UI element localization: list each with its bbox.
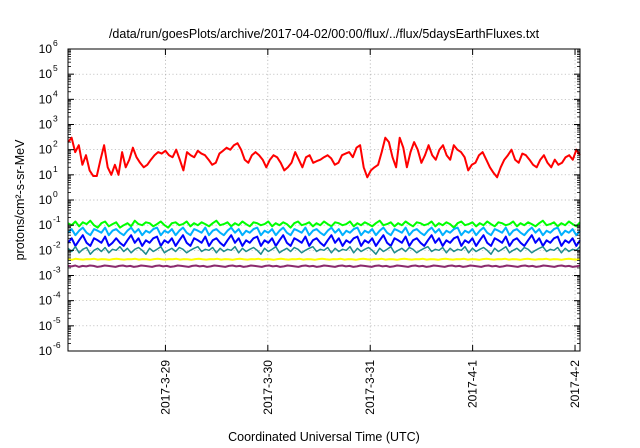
y-tick-exponent: -3 [53, 265, 61, 275]
x-tick-label: 2017-4-1 [466, 360, 480, 408]
x-tick-label: 2017-4-2 [568, 360, 582, 408]
y-tick-exponent: 1 [53, 164, 58, 174]
y-tick-label: 10 [39, 67, 53, 81]
y-tick-exponent: 0 [53, 189, 58, 199]
y-tick-label: 10 [39, 92, 53, 106]
y-tick-label: 10 [39, 118, 53, 132]
y-tick-label: 10 [39, 218, 53, 232]
series-line-6 [67, 257, 581, 261]
series-line-1 [67, 136, 581, 179]
x-tick-label: 2017-3-31 [363, 360, 377, 415]
series-line-3 [67, 226, 581, 237]
y-tick-label: 10 [39, 344, 53, 358]
y-tick-exponent: 3 [53, 114, 58, 124]
y-tick-label: 10 [39, 294, 53, 308]
y-tick-label: 10 [39, 319, 53, 333]
y-tick-exponent: -5 [53, 315, 61, 325]
x-tick-label: 2017-3-30 [261, 360, 275, 415]
y-tick-exponent: 4 [53, 88, 58, 98]
y-tick-exponent: -2 [53, 239, 61, 249]
series-line-2 [67, 219, 581, 229]
axis-ticks: 10 -610 -510 -410 -310 -210 -110 010 110 210 310 41… [39, 38, 582, 415]
grid-lines [68, 49, 580, 351]
y-tick-label: 10 [39, 243, 53, 257]
chart-title: /data/run/goesPlots/archive/2017-04-02/0… [109, 27, 540, 41]
y-tick-exponent: -6 [53, 340, 61, 350]
series-line-5 [67, 245, 581, 255]
y-tick-label: 10 [39, 42, 53, 56]
y-tick-label: 10 [39, 193, 53, 207]
y-tick-label: 10 [39, 168, 53, 182]
series-line-4 [67, 234, 581, 247]
series-line-7 [67, 264, 581, 268]
x-axis-label: Coordinated Universal Time (UTC) [228, 430, 420, 444]
y-tick-exponent: 5 [53, 63, 58, 73]
y-tick-label: 10 [39, 143, 53, 157]
y-tick-label: 10 [39, 269, 53, 283]
y-axis-label: protons/cm²-s-sr-MeV [13, 139, 27, 261]
y-tick-exponent: -4 [53, 290, 61, 300]
y-tick-exponent: -1 [53, 214, 61, 224]
series-group [67, 136, 581, 268]
y-tick-exponent: 2 [53, 139, 58, 149]
y-tick-exponent: 6 [53, 38, 58, 48]
x-tick-label: 2017-3-29 [158, 360, 172, 415]
